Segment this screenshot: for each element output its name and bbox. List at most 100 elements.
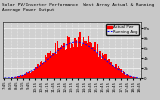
Bar: [27, 73, 29, 78]
Bar: [98, 57, 99, 78]
Bar: [74, 38, 76, 78]
Bar: [78, 37, 79, 78]
Bar: [133, 77, 134, 78]
Bar: [30, 72, 31, 78]
Bar: [71, 43, 72, 78]
Bar: [117, 68, 118, 78]
Bar: [66, 49, 67, 78]
Bar: [130, 76, 132, 78]
Bar: [45, 55, 46, 78]
Bar: [125, 75, 127, 78]
Bar: [107, 60, 108, 78]
Bar: [37, 64, 39, 78]
Bar: [92, 46, 93, 78]
Bar: [60, 47, 61, 78]
Bar: [127, 74, 128, 78]
Bar: [99, 51, 100, 78]
Bar: [42, 63, 44, 78]
Bar: [65, 50, 66, 78]
Bar: [70, 48, 71, 78]
Bar: [55, 43, 56, 78]
Bar: [100, 59, 102, 78]
Bar: [25, 74, 26, 78]
Bar: [89, 42, 91, 78]
Bar: [68, 37, 70, 78]
Bar: [104, 54, 105, 78]
Bar: [77, 47, 78, 78]
Bar: [67, 36, 68, 78]
Bar: [58, 48, 60, 78]
Bar: [79, 32, 81, 78]
Bar: [114, 67, 115, 78]
Bar: [26, 72, 27, 78]
Bar: [15, 77, 16, 78]
Legend: Actual Pwr, Running Avg: Actual Pwr, Running Avg: [106, 24, 139, 35]
Bar: [87, 42, 88, 78]
Bar: [39, 66, 40, 78]
Bar: [19, 76, 20, 78]
Bar: [44, 62, 45, 78]
Bar: [86, 41, 87, 78]
Bar: [34, 70, 35, 78]
Bar: [84, 40, 86, 78]
Bar: [122, 73, 123, 78]
Bar: [22, 75, 24, 78]
Bar: [118, 66, 119, 78]
Bar: [50, 51, 51, 78]
Bar: [47, 53, 48, 78]
Bar: [35, 67, 36, 78]
Bar: [124, 72, 125, 78]
Bar: [29, 71, 30, 78]
Bar: [120, 69, 122, 78]
Bar: [14, 77, 15, 78]
Bar: [62, 46, 63, 78]
Bar: [16, 77, 17, 78]
Bar: [36, 67, 37, 78]
Bar: [119, 68, 120, 78]
Bar: [109, 58, 110, 78]
Bar: [96, 53, 97, 78]
Bar: [48, 53, 50, 78]
Bar: [57, 41, 58, 78]
Bar: [129, 76, 130, 78]
Bar: [41, 62, 42, 78]
Bar: [103, 55, 104, 78]
Bar: [51, 55, 52, 78]
Bar: [105, 54, 107, 78]
Bar: [93, 47, 94, 78]
Bar: [112, 65, 113, 78]
Bar: [46, 57, 47, 78]
Bar: [52, 53, 53, 78]
Bar: [81, 46, 82, 78]
Bar: [72, 44, 73, 78]
Bar: [21, 76, 22, 78]
Bar: [82, 44, 83, 78]
Bar: [20, 75, 21, 78]
Bar: [31, 72, 32, 78]
Bar: [123, 71, 124, 78]
Bar: [108, 59, 109, 78]
Bar: [110, 62, 112, 78]
Bar: [73, 47, 74, 78]
Bar: [134, 77, 135, 78]
Bar: [94, 42, 96, 78]
Bar: [128, 75, 129, 78]
Bar: [115, 64, 117, 78]
Bar: [56, 54, 57, 78]
Bar: [63, 43, 65, 78]
Bar: [32, 71, 34, 78]
Bar: [76, 40, 77, 78]
Bar: [91, 43, 92, 78]
Bar: [97, 44, 98, 78]
Bar: [24, 74, 25, 78]
Bar: [17, 76, 19, 78]
Bar: [53, 53, 55, 78]
Bar: [61, 45, 62, 78]
Bar: [83, 37, 84, 78]
Bar: [88, 36, 89, 78]
Text: Solar PV/Inverter Performance  West Array Actual & Running Average Power Output: Solar PV/Inverter Performance West Array…: [2, 3, 154, 12]
Bar: [135, 77, 136, 78]
Bar: [132, 77, 133, 78]
Bar: [113, 66, 114, 78]
Bar: [102, 53, 103, 78]
